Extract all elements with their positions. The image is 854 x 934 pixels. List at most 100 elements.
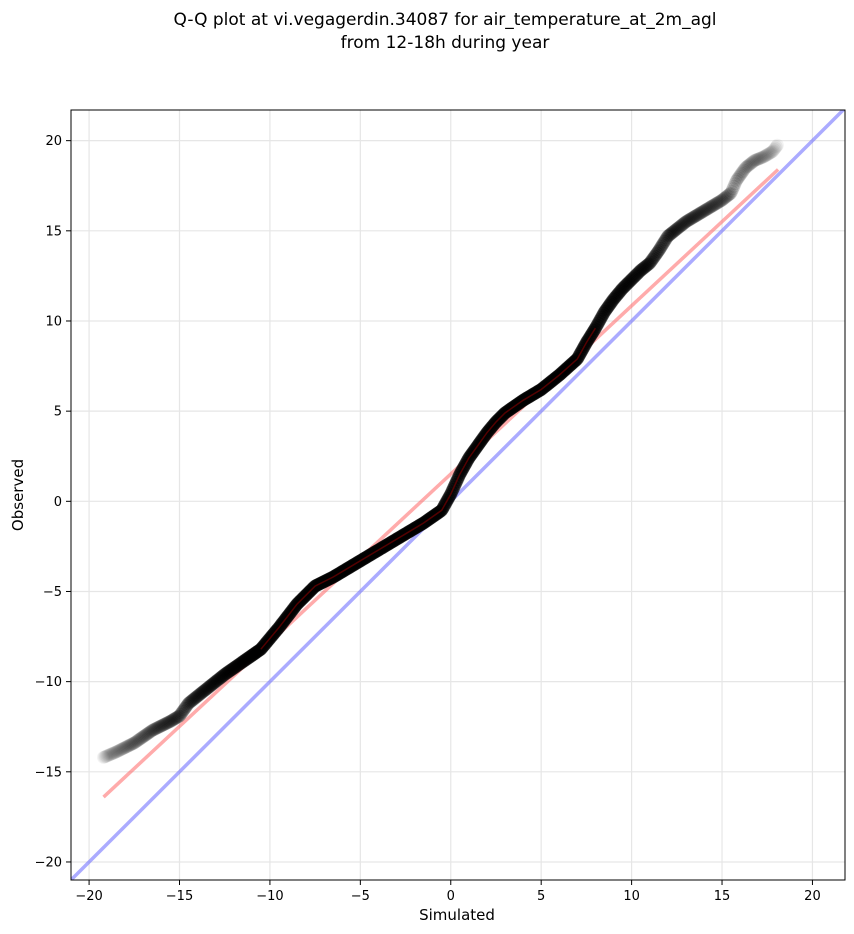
quantile-point — [669, 222, 683, 236]
quantile-point — [135, 731, 149, 745]
quantile-point — [672, 221, 686, 235]
quantile-point — [201, 681, 215, 695]
y-tick-label: −15 — [35, 765, 62, 780]
quantile-point — [756, 150, 770, 164]
quantile-point — [717, 191, 731, 205]
x-tick-label: 15 — [714, 889, 731, 904]
y-tick-label: 5 — [54, 405, 62, 420]
quantile-point — [133, 732, 147, 746]
quantile-point — [667, 224, 681, 238]
quantile-point — [643, 255, 657, 269]
quantile-point — [188, 691, 202, 705]
quantile-point — [673, 220, 687, 234]
x-tick-label: −5 — [351, 889, 370, 904]
quantile-point — [730, 172, 744, 186]
quantile-point — [731, 171, 745, 185]
quantile-point — [226, 662, 240, 676]
quantile-point — [146, 723, 160, 737]
quantile-point — [611, 287, 625, 301]
quantile-point — [112, 744, 126, 758]
quantile-point — [761, 148, 775, 161]
quantile-point — [182, 696, 196, 710]
quantile-point — [630, 267, 644, 281]
quantile-point — [118, 740, 132, 754]
quantile-point — [637, 261, 651, 275]
fit-line — [102, 168, 780, 799]
quantile-point — [724, 186, 738, 200]
quantile-point — [195, 685, 209, 699]
quantile-point — [234, 656, 248, 670]
quantile-point — [688, 209, 702, 223]
quantile-point — [618, 279, 632, 293]
quantile-point — [712, 195, 726, 209]
quantile-point — [602, 298, 616, 312]
quantile-point — [754, 151, 768, 165]
quantile-point — [219, 666, 233, 680]
quantile-point — [600, 301, 614, 315]
quantile-point — [161, 716, 175, 730]
plot-frame — [70, 109, 846, 881]
quantile-point — [714, 194, 728, 208]
quantile-point — [687, 210, 701, 224]
quantile-point — [187, 692, 201, 706]
quantile-point — [122, 739, 136, 753]
quantile-point — [599, 303, 613, 317]
quantile-point — [207, 676, 221, 690]
quantile-point — [156, 718, 170, 732]
quantile-point — [116, 742, 130, 756]
quantile-point — [703, 200, 717, 214]
y-tick-label: 20 — [45, 134, 62, 149]
quantile-point — [767, 143, 781, 157]
quantile-point — [108, 745, 122, 759]
quantile-point — [677, 216, 691, 230]
quantile-point — [628, 269, 642, 283]
quantile-point — [719, 190, 733, 204]
quantile-point — [627, 270, 641, 284]
quantile-point — [610, 288, 624, 302]
quantile-point — [663, 228, 677, 241]
quantile-point — [676, 217, 690, 231]
quantile-point — [136, 730, 150, 744]
quantile-point — [739, 160, 753, 174]
quantile-core-line — [260, 327, 597, 650]
quantile-point — [713, 194, 727, 208]
quantile-point — [723, 187, 737, 201]
quantile-point — [199, 683, 213, 697]
x-axis-label: Simulated — [419, 906, 495, 924]
quantile-point — [157, 717, 171, 731]
quantile-point — [163, 715, 177, 729]
y-tick-label: 0 — [54, 495, 62, 510]
quantile-point — [124, 738, 138, 752]
quantile-point — [668, 223, 682, 237]
quantile-point — [227, 661, 241, 675]
quantile-point — [166, 713, 180, 727]
quantile-point — [212, 672, 226, 686]
quantile-point — [607, 292, 621, 306]
quantile-point — [176, 704, 190, 718]
quantile-point — [99, 749, 113, 763]
quantile-point — [107, 746, 121, 760]
quantile-point — [208, 675, 222, 689]
quantile-point — [130, 734, 144, 748]
quantile-point — [652, 243, 666, 257]
x-tick-label: −20 — [75, 889, 102, 904]
quantile-point — [126, 737, 140, 751]
quantile-point — [215, 670, 229, 684]
quantile-point — [209, 674, 223, 688]
quantile-point — [225, 663, 239, 677]
quantile-point — [617, 280, 631, 294]
quantile-point — [640, 258, 654, 272]
quantile-point — [213, 671, 227, 685]
quantile-point — [711, 196, 725, 210]
quantile-point — [647, 251, 661, 265]
quantile-point — [229, 660, 243, 674]
quantile-point — [738, 162, 752, 176]
quantile-point — [608, 291, 622, 305]
quantile-point — [660, 231, 674, 245]
quantile-point — [732, 169, 746, 183]
quantile-point — [158, 717, 172, 731]
quantile-point — [743, 157, 757, 171]
quantile-point — [203, 679, 217, 693]
quantile-point — [716, 192, 730, 206]
